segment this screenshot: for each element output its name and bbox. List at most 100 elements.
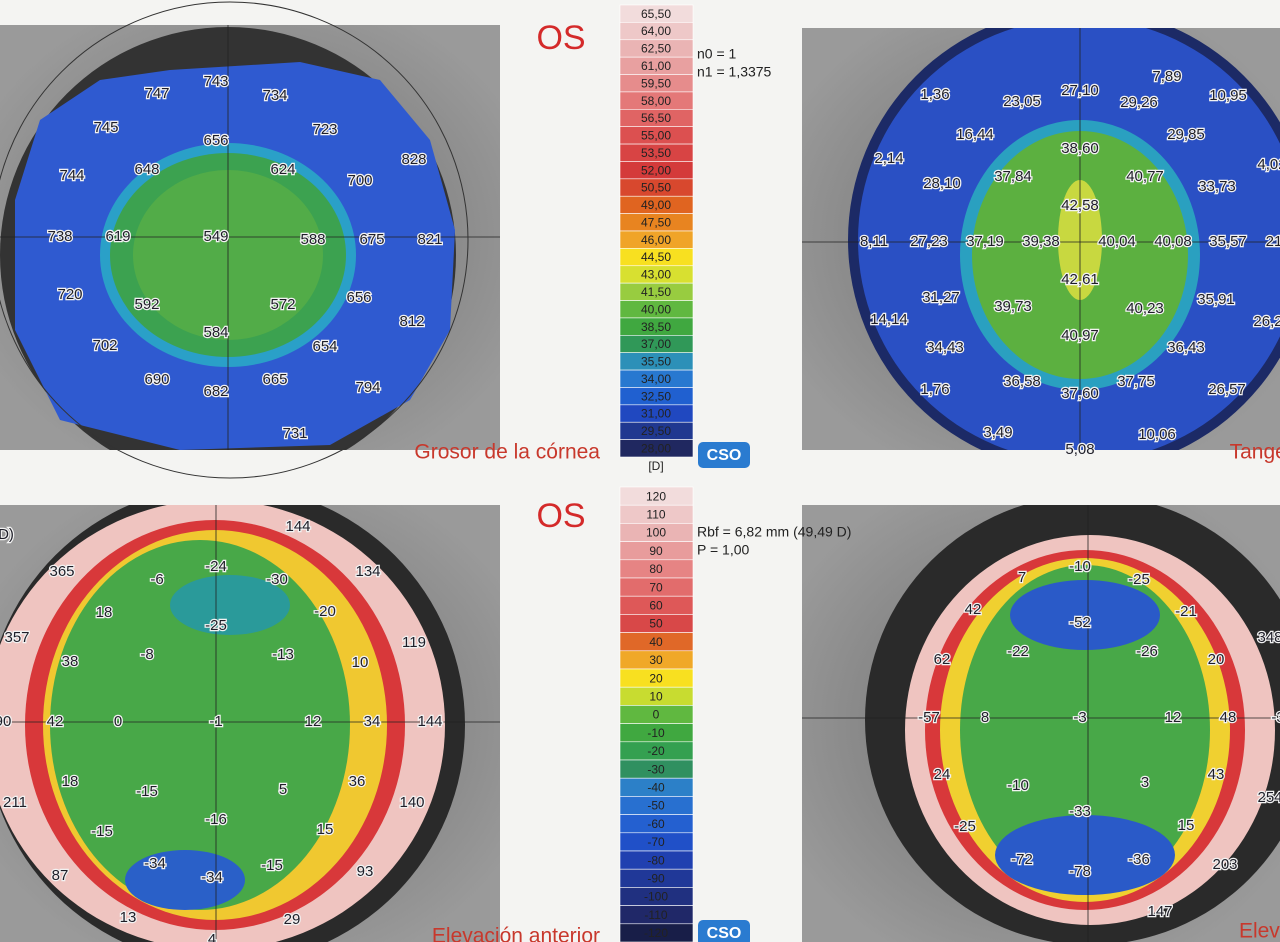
scale-label: 56,50 — [641, 111, 671, 125]
map-value: -15 — [136, 783, 158, 800]
scale-label: 20 — [649, 671, 663, 685]
map-value: 42 — [965, 601, 982, 618]
logo-text: CSO — [707, 925, 742, 942]
scale-label: -100 — [644, 890, 668, 904]
map-value: 28,10 — [923, 175, 961, 192]
scale-label: 41,50 — [641, 285, 671, 299]
map-value: 38 — [62, 653, 79, 670]
map-value: -15 — [91, 823, 113, 840]
scale-label: 35,50 — [641, 355, 671, 369]
map-value: 34 — [364, 713, 381, 730]
map-value: 36 — [349, 773, 366, 790]
map-value: 821 — [417, 231, 442, 248]
scale-label: 0 — [653, 708, 660, 722]
map-value: 37,84 — [994, 168, 1032, 185]
scale-label: 53,50 — [641, 146, 671, 160]
scale-label: 50,50 — [641, 181, 671, 195]
thickness-map — [0, 25, 500, 450]
map-value: 619 — [105, 228, 130, 245]
map-value: -57 — [918, 709, 940, 726]
map-value: 36,43 — [1167, 339, 1205, 356]
info-text: n1 = 1,3375 — [697, 64, 772, 80]
map-value: 745 — [93, 119, 118, 136]
map-value: 20 — [1208, 651, 1225, 668]
map-value: 42,58 — [1061, 197, 1099, 214]
info-text: Rbf = 6,82 mm (49,49 D) — [697, 524, 851, 540]
map-value: -25 — [954, 818, 976, 835]
scale-label: 43,00 — [641, 268, 671, 282]
map-value: 27,10 — [1061, 82, 1099, 99]
map-value: 734 — [262, 87, 287, 104]
map-value: 147 — [1147, 903, 1172, 920]
scale-label: 58,00 — [641, 94, 671, 108]
map-value: 7 — [1018, 569, 1026, 586]
map-value: 348 — [1257, 629, 1280, 646]
map-value: 93 — [357, 863, 374, 880]
scale-label: -50 — [647, 799, 665, 813]
map-value: -34 — [144, 855, 166, 872]
map-value: 15 — [317, 821, 334, 838]
scale-label: 38,50 — [641, 320, 671, 334]
map-value: 144 — [285, 518, 310, 535]
map-value: 48 — [1220, 709, 1237, 726]
map-value: 592 — [134, 296, 159, 313]
map-value: 87 — [52, 867, 69, 884]
map-value: -33 — [1069, 803, 1091, 820]
map-value: 8 — [981, 709, 989, 726]
map-value: 675 — [359, 231, 384, 248]
map-value: 35,91 — [1197, 291, 1235, 308]
map-value: 794 — [355, 379, 380, 396]
elevation-map — [802, 505, 1280, 942]
map-value: -20 — [314, 603, 336, 620]
map-value: 16,44 — [956, 126, 994, 143]
map-value: -6 — [150, 571, 163, 588]
map-value: -1 — [209, 713, 222, 730]
map-value: -30 — [266, 571, 288, 588]
scale-label: 100 — [646, 526, 666, 540]
map-value: 24 — [934, 766, 951, 783]
map-value: -34 — [201, 869, 223, 886]
map-value: 203 — [1212, 856, 1237, 873]
logo-text: CSO — [707, 447, 742, 464]
map-value: 134 — [355, 563, 380, 580]
map-value: 743 — [203, 73, 228, 90]
scale-label: 31,00 — [641, 407, 671, 421]
info-text: n0 = 1 — [697, 46, 737, 62]
map-value: 702 — [92, 337, 117, 354]
map-value: 39,73 — [994, 298, 1032, 315]
map-value: -36 — [1128, 851, 1150, 868]
map-value: -78 — [1069, 863, 1091, 880]
map-value: 23,05 — [1003, 93, 1041, 110]
eye-label: OS — [536, 497, 585, 535]
map-value: -13 — [272, 646, 294, 663]
map-value: 654 — [312, 338, 337, 355]
map-value: 5 — [279, 781, 287, 798]
map-value: 13 — [120, 909, 137, 926]
map-value: 720 — [57, 286, 82, 303]
scale-label: 60 — [649, 598, 663, 612]
map-value: -25 — [1128, 571, 1150, 588]
map-value: 37,19 — [966, 233, 1004, 250]
map-value: 35,57 — [1209, 233, 1247, 250]
scale-label: 40,00 — [641, 302, 671, 316]
logo-box — [698, 442, 750, 468]
scale-label: 30 — [649, 653, 663, 667]
map-value: 8,11 — [860, 233, 888, 250]
map-value: 34,43 — [926, 339, 964, 356]
map-value: 62 — [934, 651, 951, 668]
scale-label: 110 — [646, 507, 665, 521]
scale-label: 49,00 — [641, 198, 671, 212]
map-value: 12 — [305, 713, 322, 730]
logo-box — [698, 920, 750, 942]
map-value: -21 — [1175, 603, 1197, 620]
map-value: 40,97 — [1061, 327, 1099, 344]
map-value: 747 — [144, 85, 169, 102]
map-value: 31,27 — [922, 289, 960, 306]
map-value: 39,38 — [1022, 233, 1060, 250]
scale-label: 44,50 — [641, 250, 671, 264]
map-value: -52 — [1069, 614, 1091, 631]
map-value: 10 — [352, 654, 369, 671]
map-value: 29,85 — [1167, 126, 1205, 143]
map-title: Elevación — [1239, 920, 1280, 942]
